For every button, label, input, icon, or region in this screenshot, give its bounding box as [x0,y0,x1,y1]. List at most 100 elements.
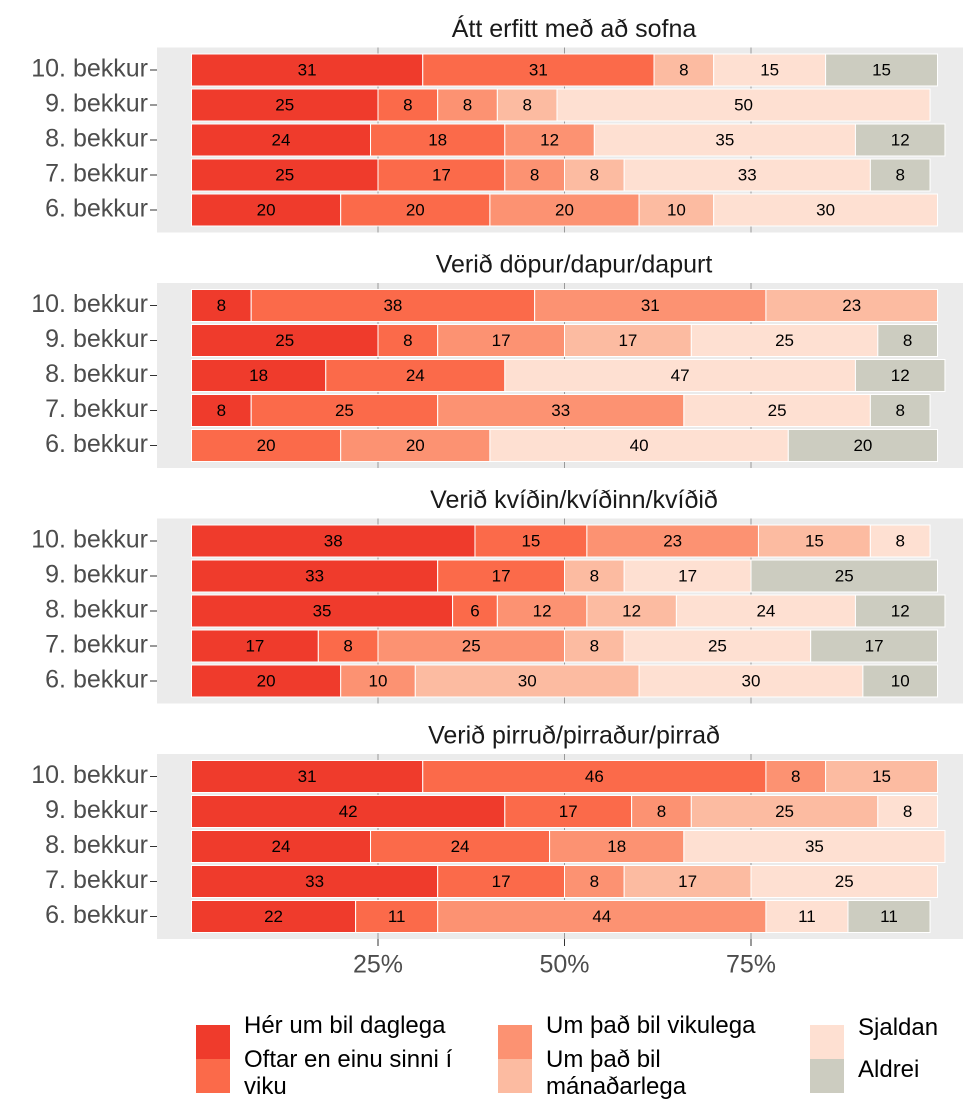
value-label: 30 [816,200,835,219]
value-label: 17 [559,802,578,821]
bar-segment [683,830,946,863]
bar-segment [377,158,506,192]
value-label: 17 [865,636,884,655]
bar-segment [623,629,812,663]
bar-segment [713,193,939,227]
value-label: 20 [257,200,276,219]
bar-segment [355,900,439,933]
bar-segment [638,193,715,227]
value-label: 40 [630,436,649,455]
value-label: 25 [775,802,794,821]
facet-title: Verið kvíðin/kvíðinn/kvíðið [430,486,718,514]
bar-segment [437,900,767,933]
bar-segment [757,524,871,558]
bar-segment [869,524,931,558]
value-label: 8 [463,95,472,114]
bar-segment [191,594,454,628]
bar-segment [191,193,342,227]
legend-label-box: Hér um bil daglega [244,1012,445,1039]
value-label: 31 [529,60,548,79]
bar-segment [191,88,379,122]
value-label: 8 [895,165,904,184]
value-label: 8 [522,95,531,114]
category-label: 8. bekkur [45,596,148,624]
bar-segment [496,88,558,122]
x-tick-label: 25% [353,951,403,979]
bar-segment [250,394,439,427]
value-label: 17 [492,566,511,585]
value-label: 17 [618,331,637,350]
category-label: 7. bekkur [45,395,148,423]
bar-segment [191,664,342,698]
bar-segment [765,760,827,793]
facet-title: Átt erfitt með að sofna [452,14,697,43]
bar-segment [683,394,871,427]
value-label: 15 [872,767,891,786]
category-label: 6. bekkur [45,901,148,929]
value-label: 10 [369,671,388,690]
value-label: 38 [383,296,402,315]
value-label: 12 [891,130,910,149]
value-label: 24 [451,837,470,856]
legend-label: Aldrei [858,1056,920,1083]
bar-segment [317,629,379,663]
category-label: 10. bekkur [31,761,148,789]
category-label: 10. bekkur [31,290,148,318]
category-label: 6. bekkur [45,666,148,694]
value-label: 17 [678,566,697,585]
bar-segment [191,53,424,87]
bar-segment [422,53,655,87]
value-label: 44 [592,907,611,926]
category-label: 7. bekkur [45,866,148,894]
value-label: 8 [590,566,599,585]
value-label: 47 [671,366,690,385]
value-label: 33 [305,566,324,585]
bar-segment [623,158,871,192]
bar-segment [787,429,938,462]
value-label: 25 [768,401,787,420]
bar-segment [556,88,931,122]
category-label: 8. bekkur [45,360,148,388]
bar-segment [474,524,588,558]
legend-label: Oftar en einu sinni í viku [244,1046,453,1100]
bar-segment [340,429,491,462]
value-label: 18 [607,837,626,856]
bar-segment [825,760,938,793]
legend-label-box: Sjaldan [858,1014,938,1041]
value-label: 30 [742,671,761,690]
bar-segment [564,559,625,593]
value-label: 20 [406,200,425,219]
value-label: 20 [257,671,276,690]
value-label: 31 [298,60,317,79]
legend-label: Um það bil mánaðarlega [546,1046,687,1100]
value-label: 25 [835,566,854,585]
value-label: 20 [406,436,425,455]
value-label: 8 [657,802,666,821]
bar-segment [504,123,595,157]
legend-key [196,1059,230,1093]
value-label: 24 [756,601,775,620]
bar-segment [191,760,424,793]
category-label: 8. bekkur [45,125,148,153]
value-label: 35 [715,130,734,149]
value-label: 17 [492,331,511,350]
value-label: 23 [842,296,861,315]
value-label: 10 [667,200,686,219]
bar-segment [452,594,498,628]
value-label: 25 [335,401,354,420]
bar-segment [191,289,252,322]
bar-segment [854,123,946,157]
bar-segment [489,193,640,227]
bar-segment [437,324,565,357]
x-tick-label: 75% [726,951,776,979]
value-label: 12 [533,601,552,620]
bar-segment [422,760,767,793]
bar-segment [191,795,506,828]
value-label: 18 [428,130,447,149]
bar-segment [765,900,849,933]
bar-segment [437,559,565,593]
value-label: 22 [264,907,283,926]
bar-segment [750,865,938,898]
value-label: 42 [339,802,358,821]
